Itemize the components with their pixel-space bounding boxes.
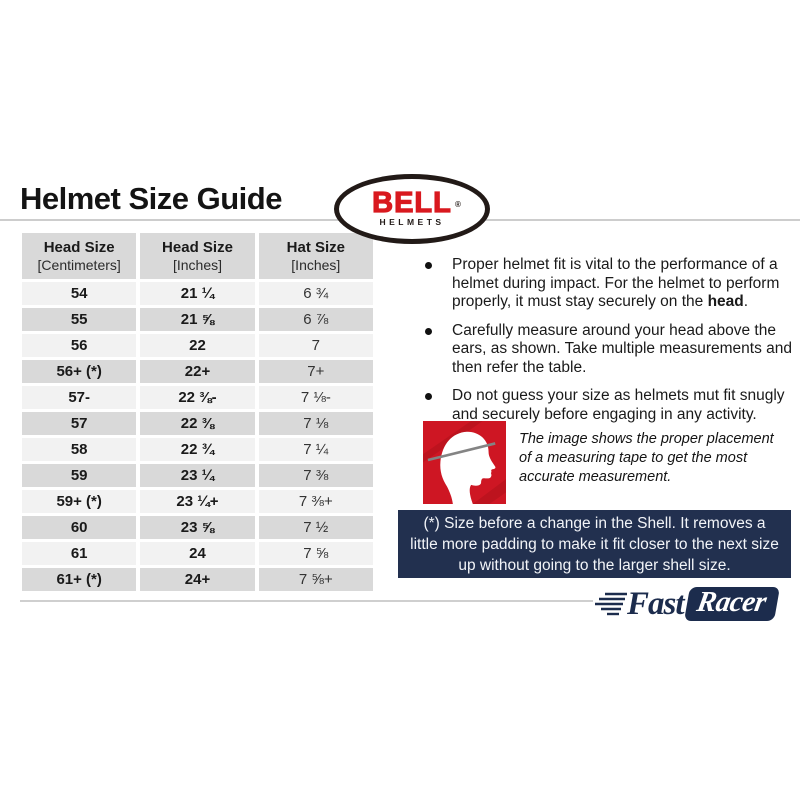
table-row: 56 22 7 [22,334,373,357]
bell-helmets-label: HELMETS [379,217,445,227]
bullet-icon [398,256,452,312]
measurement-figure: The image shows the proper placement of … [423,421,794,504]
header-head-size-cm: Head Size [Centimeters] [22,233,137,279]
shell-note-text: (*) Size before a change in the Shell. I… [410,514,779,574]
table-row: 61+ (*) 24+ 7 ⅝+ [22,568,373,591]
racer-wordmark: Racer [694,586,769,618]
table-row: 54 21 ¼ 6 ¾ [22,282,373,305]
head-measuring-tape-icon [423,421,506,504]
table-row: 59 23 ¼ 7 ⅜ [22,464,373,487]
fastracer-logo: Fast Racer [595,585,780,623]
table-row: 57 22 ⅜ 7 ⅛ [22,412,373,435]
table-row: 60 23 ⅝ 7 ½ [22,516,373,539]
size-table: Head Size [Centimeters] Head Size [Inche… [22,233,373,591]
header-hat-size-in: Hat Size [Inches] [258,233,373,279]
figure-caption: The image shows the proper placement of … [519,431,774,485]
fit-instructions-list: Proper helmet fit is vital to the perfor… [398,256,795,434]
page-title: Helmet Size Guide [20,181,282,216]
table-header-row: Head Size [Centimeters] Head Size [Inche… [22,233,373,279]
table-row: 59+ (*) 23 ¼+ 7 ⅜+ [22,490,373,513]
list-item: Proper helmet fit is vital to the perfor… [398,256,795,312]
registered-trademark-icon: ® [454,200,462,209]
bell-helmets-logo: BELL ® HELMETS [334,174,490,244]
fast-wordmark: Fast [627,585,685,622]
table-row: 56+ (*) 22+ 7+ [22,360,373,383]
table-row: 61 24 7 ⅝ [22,542,373,565]
footer-divider [20,600,593,602]
bell-wordmark: BELL ® [372,187,462,219]
table-row: 58 22 ¾ 7 ¼ [22,438,373,461]
racer-wordmark-box: Racer [683,586,780,621]
speed-lines-icon [595,592,627,616]
header-head-size-in: Head Size [Inches] [140,233,255,279]
bullet-icon [398,322,452,378]
list-item: Do not guess your size as helmets mut fi… [398,387,795,424]
list-item: Carefully measure around your head above… [398,322,795,378]
shell-note-box: (*) Size before a change in the Shell. I… [398,510,791,578]
bullet-icon [398,387,452,424]
table-row: 57- 22 ⅜- 7 ⅛- [22,386,373,409]
table-row: 55 21 ⅝ 6 ⅞ [22,308,373,331]
